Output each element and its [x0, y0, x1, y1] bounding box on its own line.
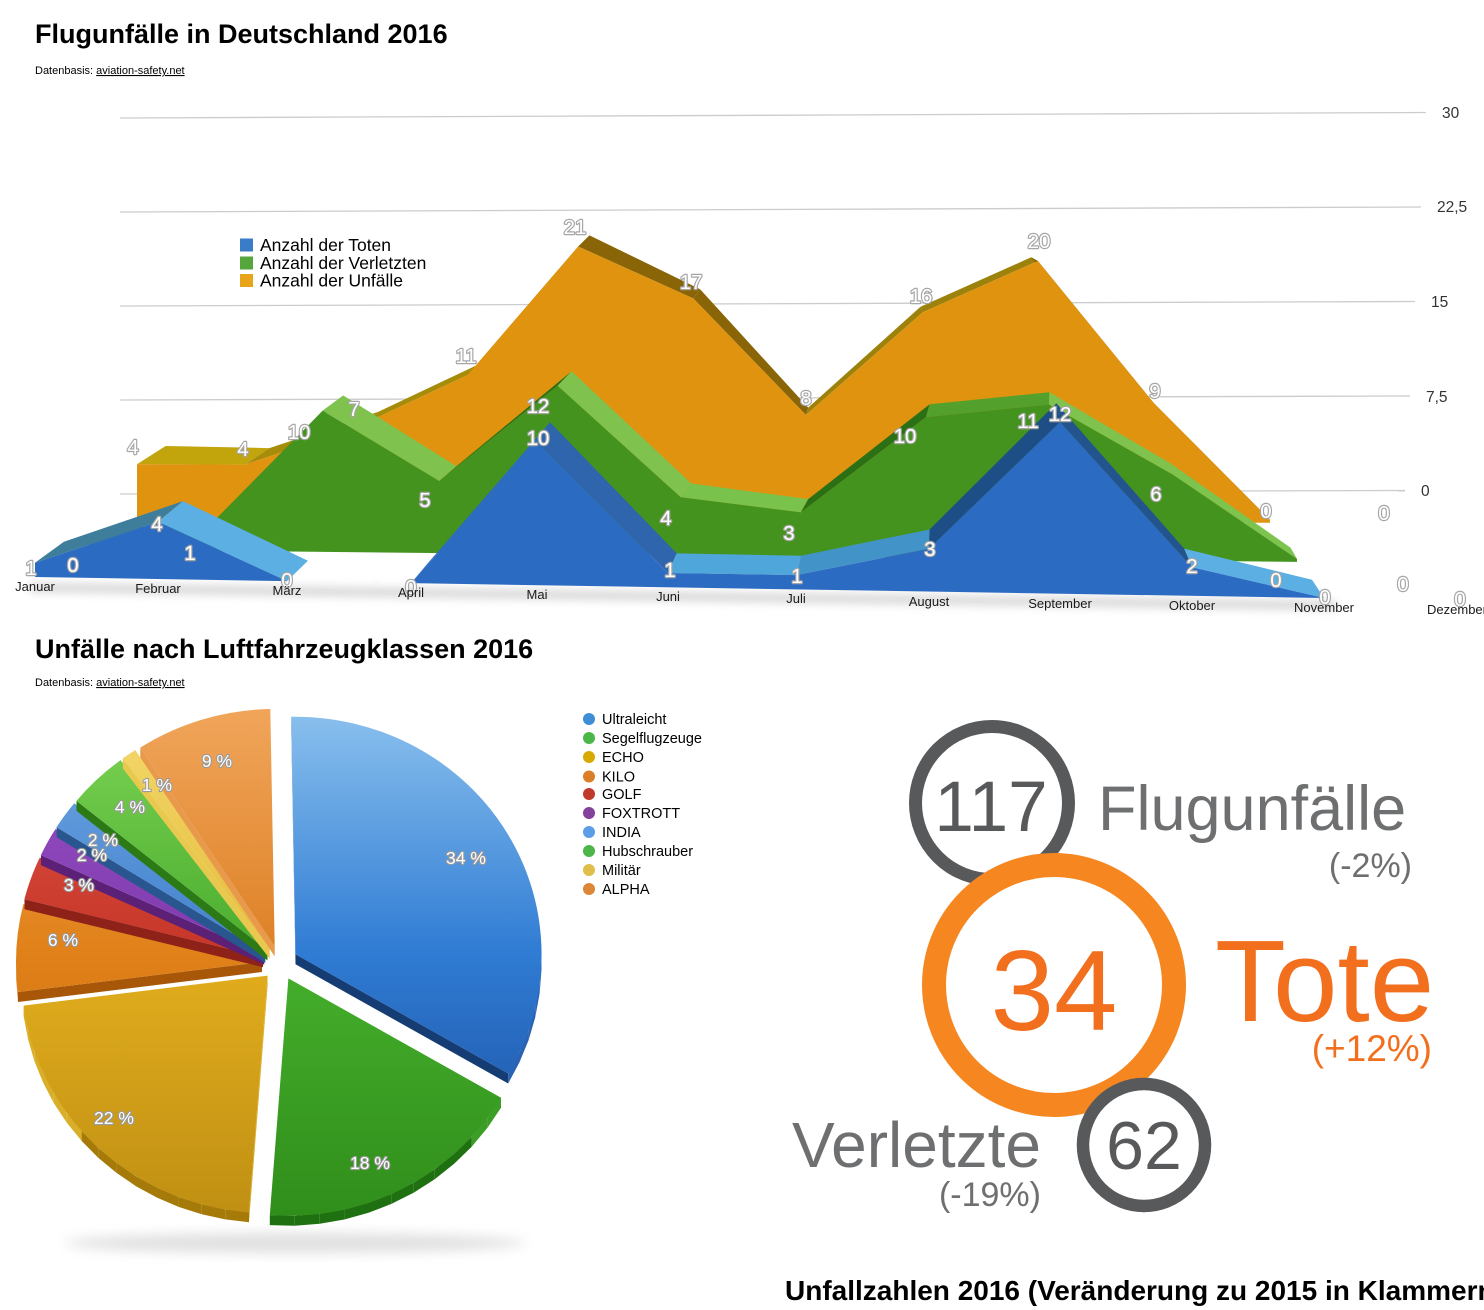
svg-text:7: 7 — [348, 398, 359, 421]
svg-text:INDIA: INDIA — [602, 825, 641, 841]
svg-text:November: November — [1294, 600, 1355, 615]
svg-text:22,5: 22,5 — [1437, 199, 1467, 216]
svg-text:Flugunfälle in Deutschland 201: Flugunfälle in Deutschland 2016 — [35, 19, 448, 49]
svg-text:9: 9 — [1149, 380, 1160, 403]
svg-text:34: 34 — [991, 928, 1118, 1055]
svg-text:Anzahl der Verletzten: Anzahl der Verletzten — [260, 253, 426, 273]
svg-text:5: 5 — [419, 489, 430, 512]
svg-text:11: 11 — [455, 345, 476, 368]
svg-text:7,5: 7,5 — [1426, 389, 1448, 406]
svg-text:(-19%): (-19%) — [939, 1176, 1041, 1214]
svg-text:0: 0 — [281, 569, 292, 592]
svg-text:Verletzte: Verletzte — [792, 1109, 1041, 1181]
svg-text:3 %: 3 % — [64, 875, 94, 895]
svg-text:Juni: Juni — [656, 589, 680, 604]
svg-text:0: 0 — [1319, 586, 1330, 609]
svg-text:KILO: KILO — [602, 770, 635, 786]
svg-text:4: 4 — [151, 513, 162, 536]
svg-text:Ultraleicht: Ultraleicht — [602, 712, 666, 728]
svg-text:Januar: Januar — [15, 579, 55, 594]
svg-text:22 %: 22 % — [94, 1108, 134, 1128]
svg-text:Hubschrauber: Hubschrauber — [602, 844, 693, 860]
svg-text:10: 10 — [527, 427, 550, 450]
svg-text:Tote: Tote — [1215, 916, 1434, 1046]
svg-text:62: 62 — [1106, 1108, 1182, 1184]
svg-text:1: 1 — [664, 559, 675, 582]
svg-text:Datenbasis: aviation-safety.ne: Datenbasis: aviation-safety.net — [35, 677, 185, 689]
svg-text:1: 1 — [184, 542, 195, 565]
svg-text:FOXTROTT: FOXTROTT — [602, 806, 680, 822]
svg-text:4: 4 — [127, 436, 138, 459]
svg-text:Dezember: Dezember — [1427, 602, 1484, 617]
svg-text:(-2%): (-2%) — [1329, 847, 1412, 885]
svg-text:9 %: 9 % — [202, 751, 232, 771]
svg-text:Februar: Februar — [135, 581, 181, 596]
svg-text:17: 17 — [680, 271, 703, 294]
svg-text:10: 10 — [894, 425, 917, 448]
svg-text:April: April — [398, 585, 424, 600]
svg-text:Unfälle nach Luftfahrzeugklass: Unfälle nach Luftfahrzeugklassen 2016 — [35, 634, 533, 664]
svg-text:0: 0 — [1260, 500, 1271, 523]
svg-text:0: 0 — [405, 576, 416, 599]
svg-text:0: 0 — [1378, 502, 1389, 525]
svg-text:August: August — [909, 594, 950, 609]
svg-text:20: 20 — [1028, 230, 1051, 253]
svg-text:6: 6 — [1150, 483, 1161, 506]
svg-text:117: 117 — [934, 768, 1047, 847]
svg-text:21: 21 — [564, 216, 587, 239]
svg-text:4 %: 4 % — [115, 797, 145, 817]
svg-text:30: 30 — [1442, 105, 1460, 122]
svg-text:0: 0 — [1270, 569, 1281, 592]
svg-text:18 %: 18 % — [350, 1153, 390, 1173]
svg-text:0: 0 — [1421, 483, 1430, 500]
svg-text:4: 4 — [660, 507, 671, 530]
svg-text:12: 12 — [527, 395, 550, 418]
svg-text:Oktober: Oktober — [1169, 598, 1216, 613]
svg-text:Militär: Militär — [602, 863, 641, 879]
svg-text:März: März — [273, 583, 302, 598]
svg-text:12: 12 — [1049, 403, 1072, 426]
svg-text:6 %: 6 % — [48, 930, 78, 950]
svg-text:2 %: 2 % — [77, 845, 107, 865]
svg-text:ALPHA: ALPHA — [602, 882, 650, 898]
svg-text:1: 1 — [25, 557, 36, 580]
svg-text:4: 4 — [237, 438, 248, 461]
svg-text:(+12%): (+12%) — [1312, 1028, 1432, 1069]
svg-text:0: 0 — [1397, 573, 1408, 596]
svg-text:1: 1 — [791, 565, 802, 588]
svg-text:2 %: 2 % — [88, 830, 118, 850]
svg-text:September: September — [1028, 596, 1092, 611]
svg-text:ECHO: ECHO — [602, 750, 644, 766]
svg-text:2: 2 — [1186, 555, 1197, 578]
svg-text:3: 3 — [924, 538, 935, 561]
svg-text:Unfallzahlen 2016 (Veränderung: Unfallzahlen 2016 (Veränderung zu 2015 i… — [785, 1275, 1484, 1306]
svg-text:Mai: Mai — [527, 587, 548, 602]
svg-text:34 %: 34 % — [446, 848, 486, 868]
svg-text:11: 11 — [1017, 410, 1038, 433]
svg-text:15: 15 — [1431, 294, 1448, 311]
svg-text:Segelflugzeuge: Segelflugzeuge — [602, 731, 702, 747]
svg-text:Juli: Juli — [786, 591, 806, 606]
svg-text:3: 3 — [783, 522, 794, 545]
svg-text:0: 0 — [67, 554, 78, 577]
svg-text:Anzahl der Unfälle: Anzahl der Unfälle — [260, 271, 403, 291]
svg-text:Anzahl der Toten: Anzahl der Toten — [260, 235, 391, 255]
svg-text:16: 16 — [910, 285, 933, 308]
svg-text:0: 0 — [1454, 588, 1465, 611]
svg-text:GOLF: GOLF — [602, 787, 642, 803]
svg-text:Datenbasis: aviation-safety.ne: Datenbasis: aviation-safety.net — [35, 65, 185, 77]
svg-text:10: 10 — [288, 421, 311, 444]
svg-text:1 %: 1 % — [142, 775, 172, 795]
svg-text:Flugunfälle: Flugunfälle — [1098, 774, 1406, 844]
svg-text:8: 8 — [800, 387, 811, 410]
